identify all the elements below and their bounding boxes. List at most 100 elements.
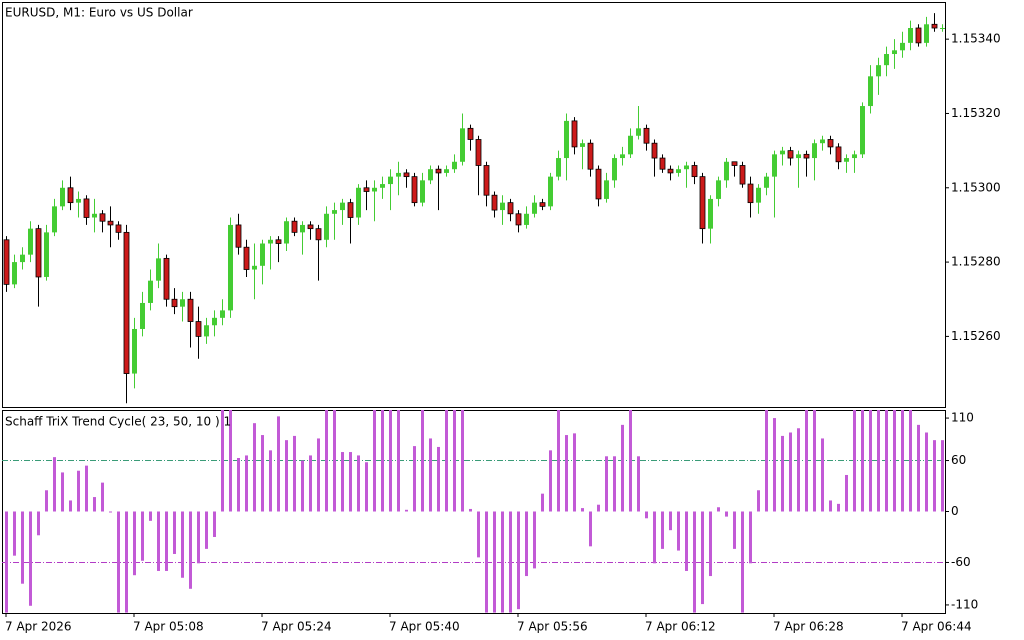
histogram-bar — [821, 438, 824, 512]
x-tick-label: 7 Apr 06:28 — [773, 620, 844, 634]
y-tick-label: 1.15340 — [951, 32, 1001, 46]
histogram-bar — [317, 438, 320, 512]
chart-title: EURUSD, M1: Euro vs US Dollar — [5, 6, 193, 20]
candle-body — [444, 169, 449, 173]
candle-body — [171, 298, 178, 308]
histogram-bar — [709, 511, 712, 577]
candle-body — [915, 27, 922, 44]
histogram-bar — [229, 410, 232, 512]
histogram-bar — [253, 423, 256, 512]
histogram-bar — [469, 508, 472, 512]
histogram-bar — [397, 410, 400, 512]
candle-body — [532, 202, 537, 214]
candle-body — [332, 210, 337, 214]
histogram-bar — [213, 511, 216, 537]
y-tick-label: 0 — [951, 504, 959, 518]
candle-body — [475, 139, 482, 166]
histogram-bar — [557, 410, 560, 512]
histogram-bar — [789, 432, 792, 512]
histogram-bar — [405, 509, 408, 512]
candle-body — [739, 165, 746, 185]
histogram-bar — [741, 511, 744, 613]
candle-body — [892, 50, 897, 55]
histogram-bar — [765, 410, 768, 512]
histogram-bar — [141, 511, 144, 561]
histogram-bar — [333, 410, 336, 512]
y-tick-label: -60 — [951, 555, 971, 569]
candle-body — [275, 239, 282, 244]
candle-body — [556, 158, 561, 177]
histogram-bar — [45, 490, 48, 512]
y-tick-label: 1.15280 — [951, 255, 1001, 269]
histogram-bar — [429, 438, 432, 512]
candle-body — [483, 165, 490, 196]
candle-body — [403, 172, 410, 178]
candle-body — [716, 180, 721, 199]
histogram-bar — [581, 508, 584, 512]
candle-body — [803, 153, 810, 159]
histogram-bar — [173, 511, 176, 554]
histogram-bar — [573, 433, 576, 512]
price-pane — [2, 2, 946, 408]
candle-body — [844, 158, 849, 162]
histogram-bar — [661, 511, 664, 549]
candle-body — [708, 198, 713, 229]
histogram-bar — [813, 410, 816, 512]
indicator-title: Schaff TriX Trend Cycle( 23, 50, 10 ) 1 — [5, 415, 231, 429]
histogram-bar — [413, 446, 416, 512]
candle-body — [500, 202, 505, 211]
candle-body — [380, 184, 385, 188]
candle-body — [524, 213, 529, 225]
candle-body — [268, 239, 273, 244]
candle-body — [676, 169, 681, 173]
candle-body — [212, 317, 217, 326]
candle-body — [548, 176, 553, 207]
histogram-bar — [93, 497, 96, 512]
candle-body — [156, 258, 161, 281]
candle-body — [163, 257, 170, 300]
candle-body — [411, 176, 418, 204]
histogram-bar — [629, 410, 632, 512]
candle-body — [180, 299, 185, 307]
x-tick-label: 7 Apr 05:08 — [133, 620, 204, 634]
candle-body — [900, 42, 905, 51]
candle-body — [612, 158, 617, 181]
x-tick-label: 7 Apr 05:24 — [261, 620, 332, 634]
candle-body — [356, 187, 361, 218]
histogram-bar — [781, 435, 784, 512]
x-tick-label: 7 Apr 06:12 — [645, 620, 716, 634]
candle-body — [20, 254, 25, 263]
candle-body — [291, 220, 298, 233]
candle-body — [884, 54, 889, 66]
x-tick-label: 7 Apr 06:44 — [901, 620, 972, 634]
candle-body — [60, 187, 65, 207]
y-tick-label: 1.15260 — [951, 329, 1001, 343]
histogram-bar — [341, 452, 344, 512]
histogram-bar — [5, 511, 8, 613]
candle-body — [132, 328, 137, 374]
candle-body — [571, 120, 578, 148]
candle-body — [220, 310, 225, 318]
candle-body — [363, 187, 370, 192]
candle-body — [772, 154, 777, 177]
candle-body — [659, 157, 666, 170]
histogram-bar — [877, 410, 880, 512]
histogram-bar — [669, 511, 672, 531]
histogram-bar — [605, 456, 608, 512]
histogram-bar — [653, 511, 656, 564]
histogram-bar — [197, 511, 200, 564]
histogram-bar — [389, 410, 392, 512]
histogram-bar — [917, 424, 920, 512]
candle-body — [428, 169, 433, 181]
histogram-bar — [181, 511, 184, 578]
histogram-bar — [829, 500, 832, 512]
candle-body — [420, 180, 425, 203]
histogram-bar — [733, 511, 736, 549]
candle-body — [324, 213, 329, 240]
histogram-bar — [445, 410, 448, 512]
histogram-bar — [645, 511, 648, 519]
histogram-bar — [301, 460, 304, 512]
candle-body — [628, 135, 633, 155]
histogram-bar — [245, 455, 248, 512]
candle-body — [507, 202, 514, 215]
